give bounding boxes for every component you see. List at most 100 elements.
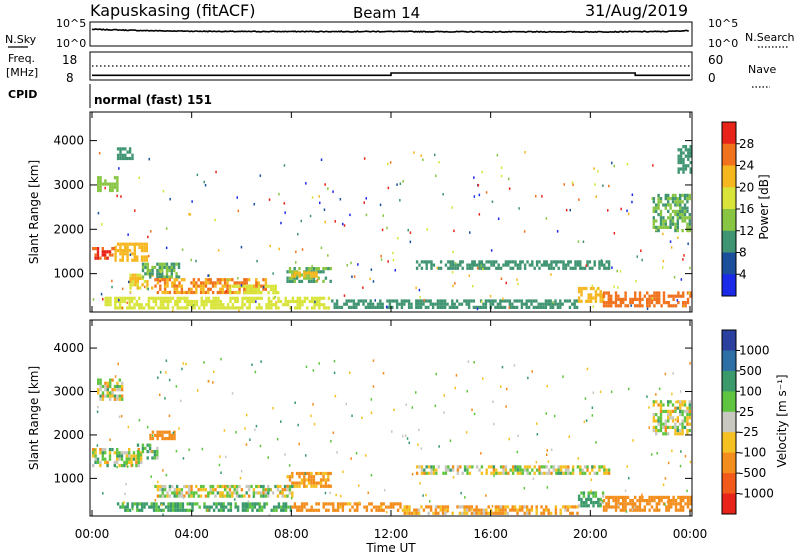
heatmap-cell — [603, 465, 606, 469]
heatmap-cell — [109, 188, 112, 193]
heatmap-cell — [269, 284, 273, 288]
heatmap-cell — [674, 193, 677, 197]
heatmap-cell — [116, 185, 119, 189]
heatmap-cell — [296, 508, 299, 512]
heatmap-cell — [295, 276, 299, 280]
heatmap-cell — [581, 266, 584, 270]
heatmap-cell — [419, 302, 423, 306]
heatmap-cell — [116, 176, 119, 180]
heatmap-speckle — [363, 201, 365, 204]
heatmap-cell — [674, 209, 677, 213]
heatmap-cell — [124, 153, 127, 157]
heatmap-cell — [652, 222, 655, 226]
heatmap-cell — [677, 291, 680, 295]
heatmap-cell — [109, 378, 112, 382]
heatmap-cell — [658, 499, 661, 503]
heatmap-cell — [114, 245, 117, 249]
heatmap-cell — [217, 306, 220, 310]
heatmap-cell — [205, 296, 208, 300]
heatmap-cell — [667, 508, 670, 512]
heatmap-cell — [607, 304, 610, 308]
heatmap-speckle — [664, 372, 667, 376]
heatmap-speckle — [222, 494, 224, 497]
heatmap-cell — [659, 406, 663, 410]
heatmap-cell — [298, 306, 302, 310]
heatmap-speckle — [134, 209, 136, 212]
heatmap-cell — [176, 502, 180, 506]
heatmap-speckle — [671, 449, 673, 453]
freq-label: Freq. — [8, 52, 35, 65]
heatmap-cell — [303, 271, 306, 275]
heatmap-cell — [207, 491, 210, 495]
heatmap-speckle — [220, 471, 222, 474]
heatmap-cell — [638, 499, 642, 503]
heatmap-cell — [365, 508, 369, 512]
heatmap-cell — [689, 148, 692, 152]
heatmap-cell — [447, 465, 450, 469]
heatmap-speckle — [613, 164, 615, 168]
heatmap-cell — [195, 281, 198, 285]
heatmap-cell — [447, 468, 450, 472]
heatmap-cell — [185, 290, 188, 295]
heatmap-cell — [286, 299, 290, 304]
heatmap-cell — [199, 290, 203, 295]
heatmap-cell — [234, 505, 237, 509]
heatmap-speckle — [313, 422, 316, 426]
heatmap-cell — [506, 299, 509, 303]
heatmap-cell — [509, 266, 512, 270]
heatmap-cell — [180, 278, 184, 282]
heatmap-cell — [159, 299, 163, 304]
heatmap-speckle — [508, 187, 511, 190]
heatmap-cell — [116, 296, 119, 300]
heatmap-speckle — [138, 419, 141, 422]
heatmap-cell — [183, 484, 186, 489]
heatmap-cell — [286, 270, 289, 274]
heatmap-cell — [441, 305, 444, 309]
heatmap-speckle — [491, 505, 494, 508]
heatmap-cell — [175, 278, 179, 282]
y-tick-label: 1000 — [53, 471, 84, 485]
heatmap-cell — [688, 193, 691, 197]
heatmap-cell — [126, 296, 129, 300]
heatmap-speckle — [624, 489, 627, 492]
heatmap-cell — [168, 437, 171, 441]
heatmap-speckle — [667, 461, 670, 465]
heatmap-cell — [114, 299, 117, 304]
heatmap-cell — [526, 471, 529, 475]
heatmap-cell — [467, 299, 471, 303]
colorbar-tick-label: 4 — [739, 267, 747, 281]
heatmap-speckle — [640, 249, 642, 252]
heatmap-cell — [566, 505, 570, 509]
heatmap-cell — [592, 494, 595, 498]
heatmap-cell — [586, 468, 589, 472]
heatmap-cell — [169, 296, 172, 300]
heatmap-cell — [99, 464, 102, 468]
heatmap-speckle — [516, 450, 519, 454]
heatmap-cell — [114, 306, 117, 310]
heatmap-cell — [141, 275, 145, 279]
heatmap-cell — [241, 502, 245, 506]
heatmap-cell — [303, 475, 306, 479]
heatmap-cell — [220, 508, 223, 512]
heatmap-cell — [413, 508, 416, 512]
heatmap-speckle — [370, 268, 373, 271]
heatmap-cell — [671, 197, 675, 201]
heatmap-cell — [497, 471, 500, 475]
heatmap-cell — [674, 200, 677, 204]
heatmap-cell — [116, 306, 119, 310]
heatmap-cell — [217, 299, 220, 304]
heatmap-cell — [676, 225, 679, 229]
heatmap-cell — [594, 296, 598, 300]
heatmap-cell — [459, 263, 462, 267]
heatmap-speckle — [641, 258, 643, 262]
colorbar-swatch — [722, 122, 736, 145]
heatmap-cell — [295, 481, 299, 485]
heatmap-cell — [260, 306, 263, 310]
heatmap-cell — [458, 505, 462, 509]
heatmap-cell — [407, 305, 411, 309]
heatmap-speckle — [327, 254, 329, 257]
heatmap-cell — [223, 284, 227, 288]
heatmap-cell — [123, 460, 126, 464]
heatmap-cell — [296, 303, 299, 307]
heatmap-cell — [689, 499, 692, 503]
